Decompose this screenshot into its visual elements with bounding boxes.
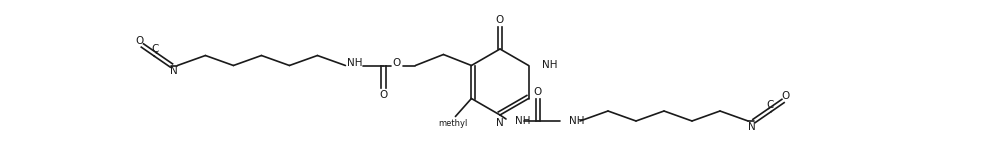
Text: N: N (496, 118, 504, 128)
Text: O: O (782, 91, 790, 101)
Text: NH: NH (569, 116, 585, 126)
Text: N: N (748, 122, 756, 132)
Text: NH: NH (515, 116, 530, 126)
Text: N: N (170, 67, 177, 76)
Text: O: O (392, 58, 400, 69)
Text: O: O (533, 87, 542, 97)
Text: O: O (135, 36, 144, 46)
Text: methyl: methyl (439, 119, 468, 128)
Text: NH: NH (347, 58, 362, 69)
Text: C: C (152, 45, 159, 55)
Text: NH: NH (541, 61, 557, 70)
Text: O: O (496, 15, 504, 25)
Text: O: O (380, 89, 387, 100)
Text: C: C (766, 100, 774, 110)
